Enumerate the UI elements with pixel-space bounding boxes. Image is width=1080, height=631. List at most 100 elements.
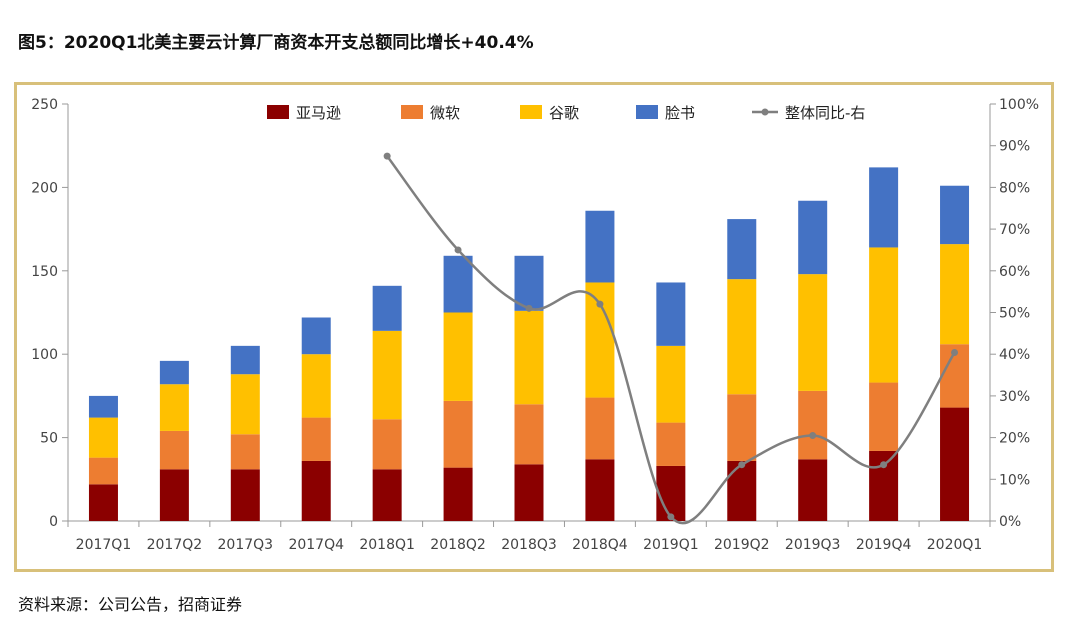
y2-tick-label: 40% <box>999 347 1030 363</box>
bar-microsoft <box>798 390 828 460</box>
bar-facebook <box>940 185 970 245</box>
bar-facebook <box>301 317 331 355</box>
legend-swatch-amazon <box>267 105 289 119</box>
bar-google <box>940 244 970 345</box>
bar-microsoft <box>585 397 615 460</box>
bar-google <box>514 310 544 405</box>
bar-amazon <box>585 459 615 521</box>
bar-amazon <box>798 459 828 521</box>
legend-swatch-microsoft <box>401 105 423 119</box>
legend-swatch-marker <box>761 108 769 116</box>
yoy-line-point <box>596 300 604 308</box>
bar-amazon <box>372 469 402 521</box>
legend-label-facebook: 脸书 <box>665 104 695 122</box>
y2-tick-label: 50% <box>999 306 1030 322</box>
bar-amazon <box>88 484 118 521</box>
yoy-line-point <box>738 461 746 469</box>
bar-microsoft <box>514 404 544 465</box>
bar-facebook <box>159 360 189 385</box>
legend-label-amazon: 亚马逊 <box>296 104 341 122</box>
bar-google <box>727 279 757 395</box>
y2-tick-label: 0% <box>999 514 1021 530</box>
source-note: 资料来源：公司公告，招商证券 <box>18 595 243 614</box>
bar-amazon <box>301 460 331 521</box>
bar-facebook <box>372 285 402 331</box>
y-tick-label: 0 <box>49 514 58 530</box>
y-tick-label: 50 <box>40 431 58 447</box>
bar-facebook <box>727 219 757 280</box>
x-tick-label: 2019Q4 <box>856 537 912 553</box>
bar-facebook <box>869 167 899 248</box>
x-tick-label: 2019Q2 <box>714 537 770 553</box>
bar-google <box>443 312 473 401</box>
yoy-line-point <box>525 304 533 312</box>
y-tick-label: 250 <box>31 97 58 113</box>
bar-microsoft <box>159 430 189 470</box>
bar-google <box>585 282 615 398</box>
bar-facebook <box>514 255 544 311</box>
bar-amazon <box>443 467 473 521</box>
bar-google <box>798 274 828 391</box>
yoy-line <box>383 152 959 525</box>
y2-tick-label: 80% <box>999 180 1030 196</box>
bar-microsoft <box>88 457 118 485</box>
bar-amazon <box>514 464 544 521</box>
x-tick-label: 2018Q1 <box>359 537 415 553</box>
y2-tick-label: 90% <box>999 139 1030 155</box>
bar-google <box>372 330 402 420</box>
legend: 亚马逊 微软 谷歌 脸书 整体同比-右 <box>267 104 865 122</box>
yoy-line-path <box>386 155 956 525</box>
bar-microsoft <box>443 400 473 468</box>
bar-microsoft <box>656 422 686 466</box>
x-tick-label: 2017Q2 <box>147 537 203 553</box>
legend-label-yoy_line: 整体同比-右 <box>785 104 865 122</box>
bar-google <box>869 247 899 383</box>
yoy-line-point <box>880 461 888 469</box>
x-tick-label: 2018Q4 <box>572 537 628 553</box>
x-tick-label: 2017Q1 <box>76 537 132 553</box>
bar-amazon <box>940 407 970 521</box>
x-tick-label: 2019Q3 <box>785 537 841 553</box>
bar-google <box>159 384 189 431</box>
bar-facebook <box>585 210 615 283</box>
bar-microsoft <box>230 434 260 470</box>
bar-google <box>301 354 331 418</box>
yoy-line-point <box>383 152 391 160</box>
y-tick-label: 200 <box>31 180 58 196</box>
x-tick-label: 2019Q1 <box>643 537 699 553</box>
bar-facebook <box>230 345 260 375</box>
bar-amazon <box>159 469 189 521</box>
bars <box>88 167 970 521</box>
bar-google <box>88 417 118 458</box>
bar-microsoft <box>727 394 757 461</box>
figure-title: 图5：2020Q1北美主要云计算厂商资本开支总额同比增长+40.4% <box>18 33 534 53</box>
y2-tick-label: 20% <box>999 431 1030 447</box>
x-tick-label: 2020Q1 <box>927 537 983 553</box>
bar-facebook <box>798 200 828 275</box>
x-tick-label: 2018Q3 <box>501 537 557 553</box>
y-tick-label: 150 <box>31 264 58 280</box>
x-tick-label: 2017Q4 <box>288 537 344 553</box>
legend-swatch-facebook <box>636 105 658 119</box>
bar-facebook <box>88 395 118 418</box>
yoy-line-point <box>667 513 675 521</box>
axes: 0 50 100 150 200 250 0% 10% 20% 30% 40% 50% 60% 70% 80… <box>31 97 1039 553</box>
y2-tick-label: 30% <box>999 389 1030 405</box>
legend-label-google: 谷歌 <box>549 104 579 122</box>
bar-amazon <box>656 465 686 521</box>
y2-tick-label: 70% <box>999 222 1030 238</box>
legend-swatch-google <box>520 105 542 119</box>
bar-facebook <box>656 282 686 346</box>
bar-facebook <box>443 255 473 313</box>
bar-microsoft <box>869 382 899 451</box>
bar-amazon <box>230 469 260 521</box>
bar-microsoft <box>372 419 402 470</box>
legend-label-microsoft: 微软 <box>430 104 460 122</box>
yoy-line-point <box>809 432 817 440</box>
x-tick-label: 2018Q2 <box>430 537 486 553</box>
yoy-line-point <box>951 349 959 357</box>
bar-google <box>656 345 686 423</box>
bar-google <box>230 374 260 435</box>
bar-amazon <box>727 460 757 521</box>
